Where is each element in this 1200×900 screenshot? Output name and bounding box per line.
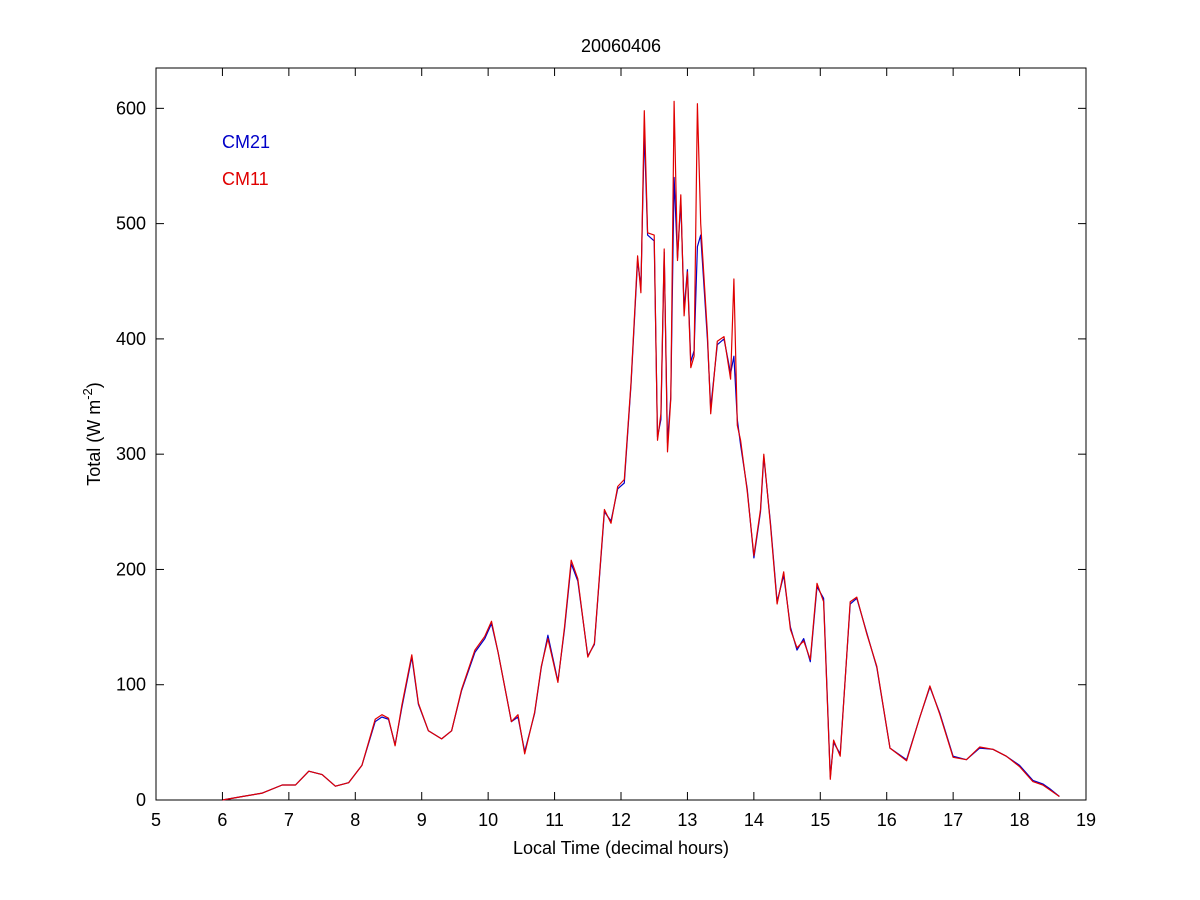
y-axis-label: Total (W m-2) [80, 382, 104, 486]
x-tick-label: 11 [545, 810, 564, 830]
x-tick-label: 17 [943, 810, 963, 830]
x-tick-label: 12 [611, 810, 631, 830]
plot-area [155, 67, 1087, 801]
y-tick-label: 200 [116, 559, 146, 579]
x-tick-label: 10 [478, 810, 498, 830]
series-line-cm11 [222, 100, 1060, 801]
x-tick-label: 5 [151, 810, 161, 830]
legend-entry-cm21: CM21 [222, 132, 270, 152]
y-tick-label: 100 [116, 675, 146, 695]
y-axis-label-suffix: ) [84, 382, 104, 388]
x-tick-label: 8 [350, 810, 360, 830]
x-axis-label: Local Time (decimal hours) [513, 838, 729, 858]
series-layer [222, 100, 1060, 801]
x-tick-label: 13 [677, 810, 697, 830]
x-tick-label: 15 [810, 810, 830, 830]
y-tick-label: 600 [116, 98, 146, 118]
x-tick-label: 6 [217, 810, 227, 830]
x-tick-label: 9 [417, 810, 427, 830]
y-tick-label: 0 [136, 790, 146, 810]
x-tick-label: 14 [744, 810, 764, 830]
x-tick-label: 19 [1076, 810, 1096, 830]
y-axis-label-prefix: Total (W m [84, 400, 104, 486]
y-axis-label-exponent: -2 [80, 388, 95, 400]
x-tick-label: 7 [284, 810, 294, 830]
legend-entry-cm11: CM11 [222, 169, 269, 189]
x-tick-label: 16 [877, 810, 897, 830]
y-tick-label: 400 [116, 329, 146, 349]
chart-title: 20060406 [581, 36, 661, 56]
x-axis-ticks: 5 6 7 8 9 10 11 12 13 14 15 16 17 18 19 [151, 68, 1096, 830]
y-tick-label: 500 [116, 214, 146, 234]
y-tick-label: 300 [116, 444, 146, 464]
y-axis-ticks: 0 100 200 300 400 500 600 [116, 98, 1086, 810]
x-tick-label: 18 [1010, 810, 1030, 830]
